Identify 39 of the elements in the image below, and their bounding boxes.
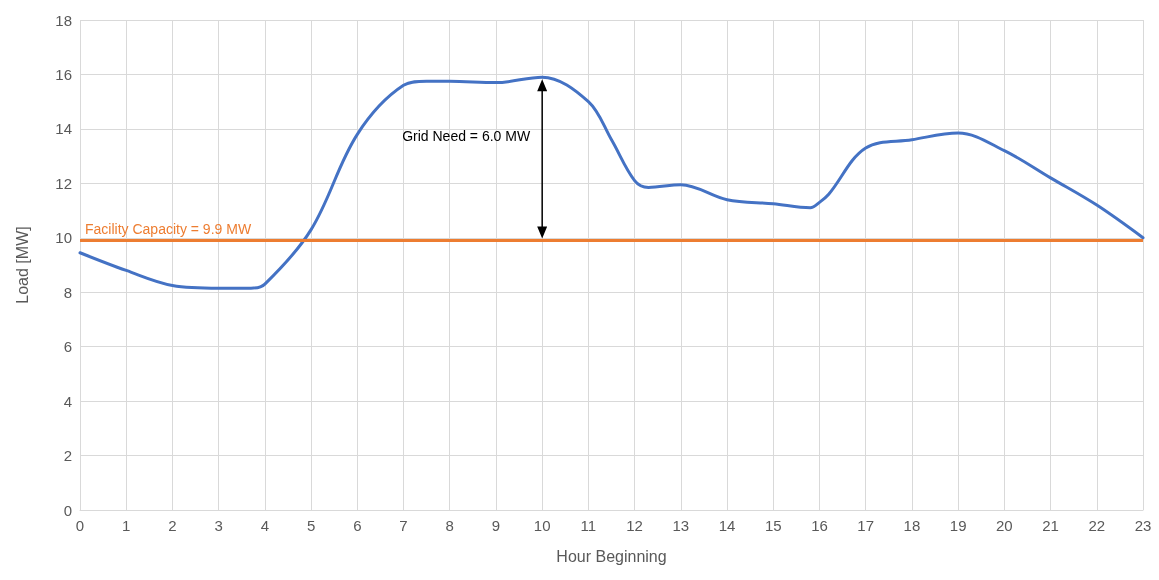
- x-tick-label: 15: [764, 517, 782, 534]
- line-series: [78, 75, 1145, 290]
- x-tick-label: 7: [399, 517, 408, 534]
- x-tick-label: 16: [811, 517, 828, 534]
- y-tick-label: 4: [63, 392, 72, 410]
- y-tick-label: 8: [63, 283, 72, 301]
- x-tick-label: 17: [857, 517, 875, 534]
- x-tick-label: 10: [533, 517, 551, 534]
- y-tick-label: 10: [55, 229, 72, 247]
- x-tick-label: 2: [168, 517, 177, 534]
- y-tick-label: 0: [63, 501, 72, 519]
- x-tick-label: 19: [949, 517, 967, 534]
- x-tick-label: 18: [903, 517, 921, 534]
- x-tick-label: 12: [626, 517, 643, 534]
- x-tick-label: 21: [1042, 517, 1059, 534]
- x-tick-label: 13: [672, 517, 690, 534]
- y-tick-label: 6: [63, 338, 72, 356]
- x-tick-label: 20: [996, 517, 1013, 534]
- y-tick-label: 12: [55, 174, 72, 192]
- x-tick-label: 9: [491, 517, 501, 534]
- x-axis-title: Hour Beginning: [556, 547, 667, 565]
- x-tick-label: 8: [445, 517, 454, 534]
- y-tick-label: 18: [55, 11, 72, 29]
- y-tick-label: 16: [55, 65, 72, 83]
- y-tick-label: 2: [63, 447, 72, 465]
- x-tick-label: 22: [1088, 517, 1106, 534]
- ref-line-label: Facility Capacity = 9.9 MW: [85, 220, 252, 237]
- annotation: Grid Need = 6.0 MW: [402, 127, 531, 144]
- x-tick-label: 6: [353, 517, 362, 534]
- x-tick-label: 1: [122, 517, 131, 534]
- x-tick-label: 4: [260, 517, 270, 534]
- x-tick-label: 14: [718, 517, 736, 534]
- x-tick-label: 23: [1134, 517, 1152, 534]
- x-tick-label: 5: [306, 517, 316, 534]
- y-axis-title: Load [MW]: [13, 226, 31, 304]
- x-tick-label: 11: [580, 517, 597, 534]
- y-tick-label: 14: [55, 120, 72, 138]
- x-tick-label: 3: [214, 517, 223, 534]
- x-tick-label: 0: [75, 517, 85, 534]
